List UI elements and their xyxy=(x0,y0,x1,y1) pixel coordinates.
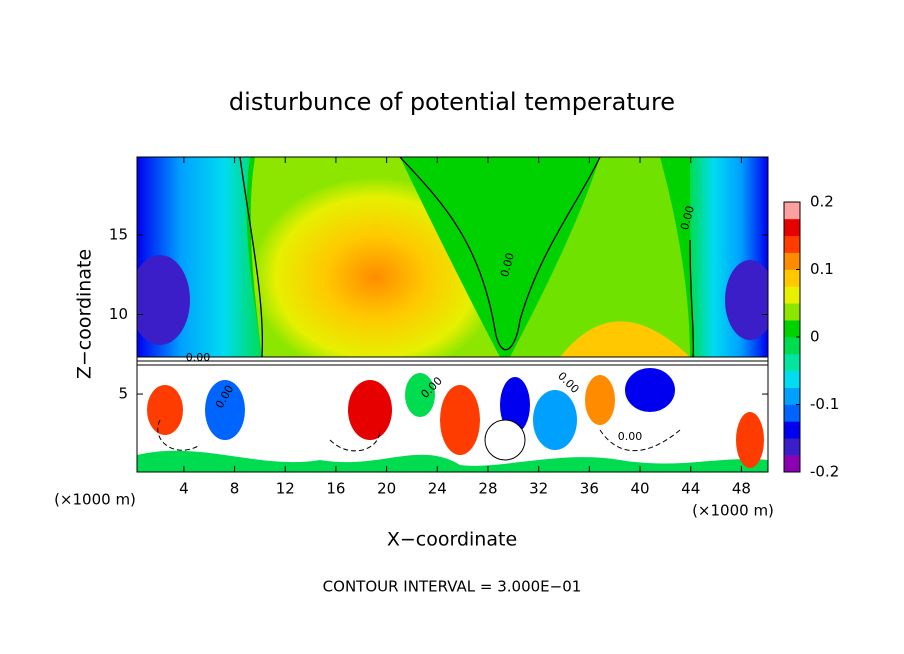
colorbar-band xyxy=(784,387,800,405)
y-axis-label: Z−coordinate xyxy=(74,249,96,379)
colorbar-band xyxy=(784,320,800,338)
colorbar-band xyxy=(784,438,800,456)
colorbar-band xyxy=(784,337,800,355)
colorbar-band xyxy=(784,370,800,388)
x-axis-label: X−coordinate xyxy=(387,529,517,551)
y-tick-label: 15 xyxy=(109,225,128,243)
colorbar-band xyxy=(784,455,800,473)
colorbar-band xyxy=(784,252,800,270)
chart-title: disturbunce of potential temperature xyxy=(229,88,675,116)
x-tick-label: 36 xyxy=(580,480,599,498)
colorbar-band xyxy=(784,218,800,237)
colorbar-tick-label: -0.1 xyxy=(810,395,839,413)
contour-label: 0.00 xyxy=(678,204,697,231)
contour-label: 0.00 xyxy=(498,251,517,278)
x-tick-label: 44 xyxy=(681,480,700,498)
x-tick-label: 24 xyxy=(428,480,447,498)
footer-note: CONTOUR INTERVAL = 3.000E−01 xyxy=(323,578,582,596)
x-tick-label: 40 xyxy=(630,480,649,498)
contour-label: 0.00 xyxy=(186,351,211,364)
x-tick-label: 48 xyxy=(732,480,751,498)
colorbar-band xyxy=(784,303,800,321)
colorbar-band xyxy=(784,404,800,422)
x-unit-label: (×1000 m) xyxy=(692,502,774,520)
y-tick-label: 5 xyxy=(118,385,128,403)
colorbar-tick-label: 0 xyxy=(810,328,820,346)
colorbar-band xyxy=(784,235,800,253)
x-tick-label: 4 xyxy=(179,480,189,498)
colorbar-band xyxy=(784,269,800,287)
colorbar-tick-label: 0.2 xyxy=(810,193,834,211)
field xyxy=(137,157,768,472)
colorbar-tick-label: 0.1 xyxy=(810,260,834,278)
x-tick-label: 28 xyxy=(478,480,497,498)
x-tick-label: 20 xyxy=(377,480,396,498)
x-unit-label: (×1000 m) xyxy=(54,491,136,509)
colorbar-band xyxy=(784,421,800,439)
contour-label: 0.00 xyxy=(618,430,643,443)
x-tick-label: 8 xyxy=(230,480,240,498)
colorbar-tick-label: -0.2 xyxy=(810,463,839,481)
x-tick-label: 32 xyxy=(529,480,548,498)
y-tick-label: 10 xyxy=(109,305,128,323)
x-tick-label: 16 xyxy=(326,480,345,498)
colorbar-band xyxy=(784,202,800,220)
x-tick-label: 12 xyxy=(276,480,295,498)
colorbar-band xyxy=(784,353,800,372)
colorbar-band xyxy=(784,286,800,304)
